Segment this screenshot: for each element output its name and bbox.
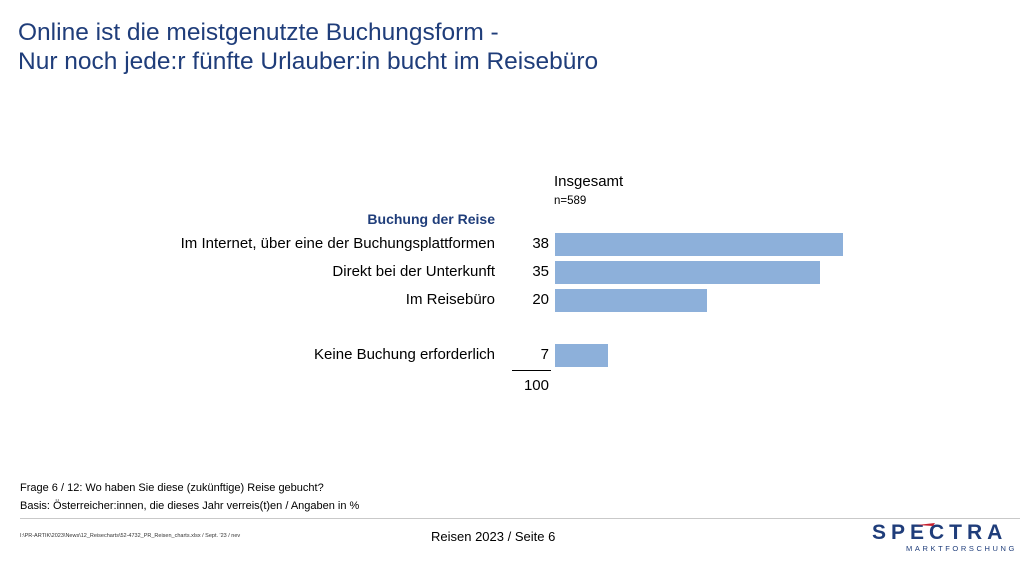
sample-size: n=589 — [554, 195, 587, 207]
spectra-logo: SPECTRA MARKTFORSCHUNG — [872, 521, 1017, 555]
logo-wordmark: SPECTRA — [872, 521, 1008, 544]
title-line-1: Online ist die meistgenutzte Buchungsfor… — [18, 19, 499, 46]
section-label: Buchung der Reise — [367, 211, 495, 227]
column-header: Insgesamt — [554, 173, 624, 190]
bar — [555, 233, 843, 256]
page-title: Online ist die meistgenutzte Buchungsfor… — [18, 18, 598, 76]
logo-swoosh-icon — [917, 523, 935, 526]
value-label: 35 — [532, 263, 549, 280]
value-label: 7 — [540, 346, 549, 363]
title-line-2: Nur noch jede:r fünfte Urlauber:in bucht… — [18, 48, 599, 75]
bar — [555, 344, 608, 367]
value-label: 20 — [532, 291, 549, 308]
category-label: Im Reisebüro — [405, 291, 495, 308]
category-label: Keine Buchung erforderlich — [314, 346, 495, 363]
file-path: I:\PR-ARTIK\2023\News\12_Reisecharts\52-… — [20, 533, 241, 539]
value-label: 38 — [532, 235, 549, 252]
sum-line — [512, 370, 551, 371]
bar — [555, 261, 820, 284]
question-note: Frage 6 / 12: Wo haben Sie diese (zukünf… — [20, 482, 324, 494]
bar — [555, 289, 707, 312]
total-label: 100 — [523, 377, 549, 394]
basis-note: Basis: Österreicher:innen, die dieses Ja… — [20, 500, 360, 512]
logo-subtitle: MARKTFORSCHUNG — [906, 544, 1017, 553]
category-label: Direkt bei der Unterkunft — [332, 263, 495, 280]
footer-divider — [20, 518, 1020, 519]
page-footer: Reisen 2023 / Seite 6 — [431, 529, 556, 544]
category-label: Im Internet, über eine der Buchungsplatt… — [180, 235, 495, 252]
